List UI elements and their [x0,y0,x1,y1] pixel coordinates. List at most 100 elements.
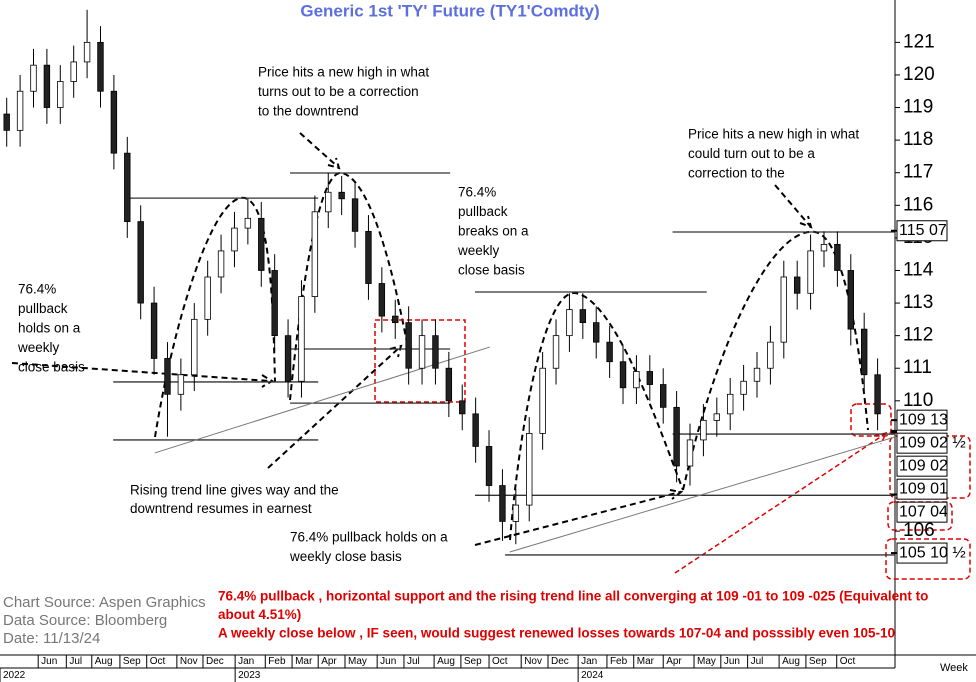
y-tick-label: 119 [903,97,933,118]
y-tick-label: 117 [903,162,933,183]
commentary: about 4.51%) [218,607,301,622]
annotation: turns out to be a correction [258,84,419,99]
candle-body [351,198,359,232]
candle-body [566,309,573,337]
candle-body [311,211,319,297]
candle-body [499,485,506,522]
y-tick-label: 121 [903,31,935,52]
x-tick-label: May [697,656,716,667]
x-tick-label: Apr [321,656,337,667]
candle-body [713,413,721,421]
source-note: Data Source: Bloomberg [3,612,167,629]
x-tick-label: Mar [637,656,655,667]
source-note: Date: 11/13/24 [3,630,100,647]
y-tick-label: 106 [903,520,935,541]
price-label: 107 04 [899,503,948,520]
candle-body [472,413,479,447]
candle-body [526,433,533,506]
candle-body [30,64,37,92]
x-tick-label: Jul [407,656,420,667]
y-tick-label: 116 [903,194,933,215]
x-tick-label: Dec [206,656,224,667]
highlight-box [885,538,971,580]
candle-body [459,400,466,415]
candle-body [150,302,158,359]
candle-body [579,309,587,324]
price-label: 115 07 [899,222,947,239]
arc [682,230,869,491]
highlight-box [850,403,892,437]
arc [509,291,684,541]
candle-body [3,113,10,131]
x-tick-label: Sep [464,656,482,667]
candle-body [338,191,345,200]
candle-body [271,270,278,337]
annotation: pullback [18,301,68,316]
chart-title: Generic 1st 'TY' Future (TY1'Comdty) [300,1,599,20]
x-tick-label: Jun [380,656,396,667]
candle-body [820,244,828,252]
price-box [896,432,948,454]
x-tick-label: Jan [238,656,254,667]
commentary: A weekly close below , IF seen, would su… [218,626,895,641]
y-tick-label: 120 [903,64,935,85]
x-tick-label: Jul [751,656,764,667]
x-tick-label: Sep [809,656,827,667]
candle-body [43,64,51,108]
x-tick-label: Feb [268,656,286,667]
annotation: Price hits a new high in what [258,65,429,80]
candle-body [124,152,131,222]
annotation: close basis [458,263,525,278]
candle-body [780,276,787,343]
candle-body [445,367,453,402]
price-label: 105 10 ½ [899,544,966,561]
arrow [267,344,403,469]
arrow [11,362,274,388]
candle-body [231,227,238,252]
candle-body [298,296,305,382]
price-label: 109 02 ½ [899,434,966,451]
candle-body [378,283,386,317]
candle-body [485,446,493,486]
price-box [896,455,948,477]
year-label: 2023 [238,670,261,681]
candle-body [619,361,627,389]
candle-body [874,374,881,415]
candle-body [660,384,667,408]
price-box [896,409,948,431]
y-tick-label: 113 [903,292,933,313]
x-tick-label: Aug [95,656,113,667]
candle-body [405,322,412,369]
x-tick-label: Jul [69,656,82,667]
x-tick-label: Jun [724,656,740,667]
candle-body [793,276,801,294]
candle-body [673,406,680,467]
annotation: 76.4% pullback holds on a [290,530,448,545]
candle-body [57,81,64,108]
candle-body [593,322,600,343]
x-tick-label: Jun [41,656,57,667]
x-tick-label: May [348,656,367,667]
x-tick-label: Dec [551,656,569,667]
candle-body [191,318,198,376]
candle-body [727,393,734,415]
x-axis-label: Week [940,662,968,674]
y-tick-label: 110 [903,390,933,411]
x-tick-label: Oct [150,656,166,667]
candle-body [204,276,211,320]
candle-body [164,358,171,395]
candle-body [418,335,426,369]
x-tick-label: Nov [180,656,198,667]
annotation: pullback [458,204,508,219]
candle-body [753,367,761,382]
candle-body [633,371,640,389]
candle-body [217,250,225,278]
y-tick-label: 118 [903,129,933,150]
x-tick-label: Oct [492,656,508,667]
x-tick-label: Jan [581,656,597,667]
candle-body [83,41,91,63]
price-box [896,220,948,242]
x-tick-label: Nov [524,656,542,667]
